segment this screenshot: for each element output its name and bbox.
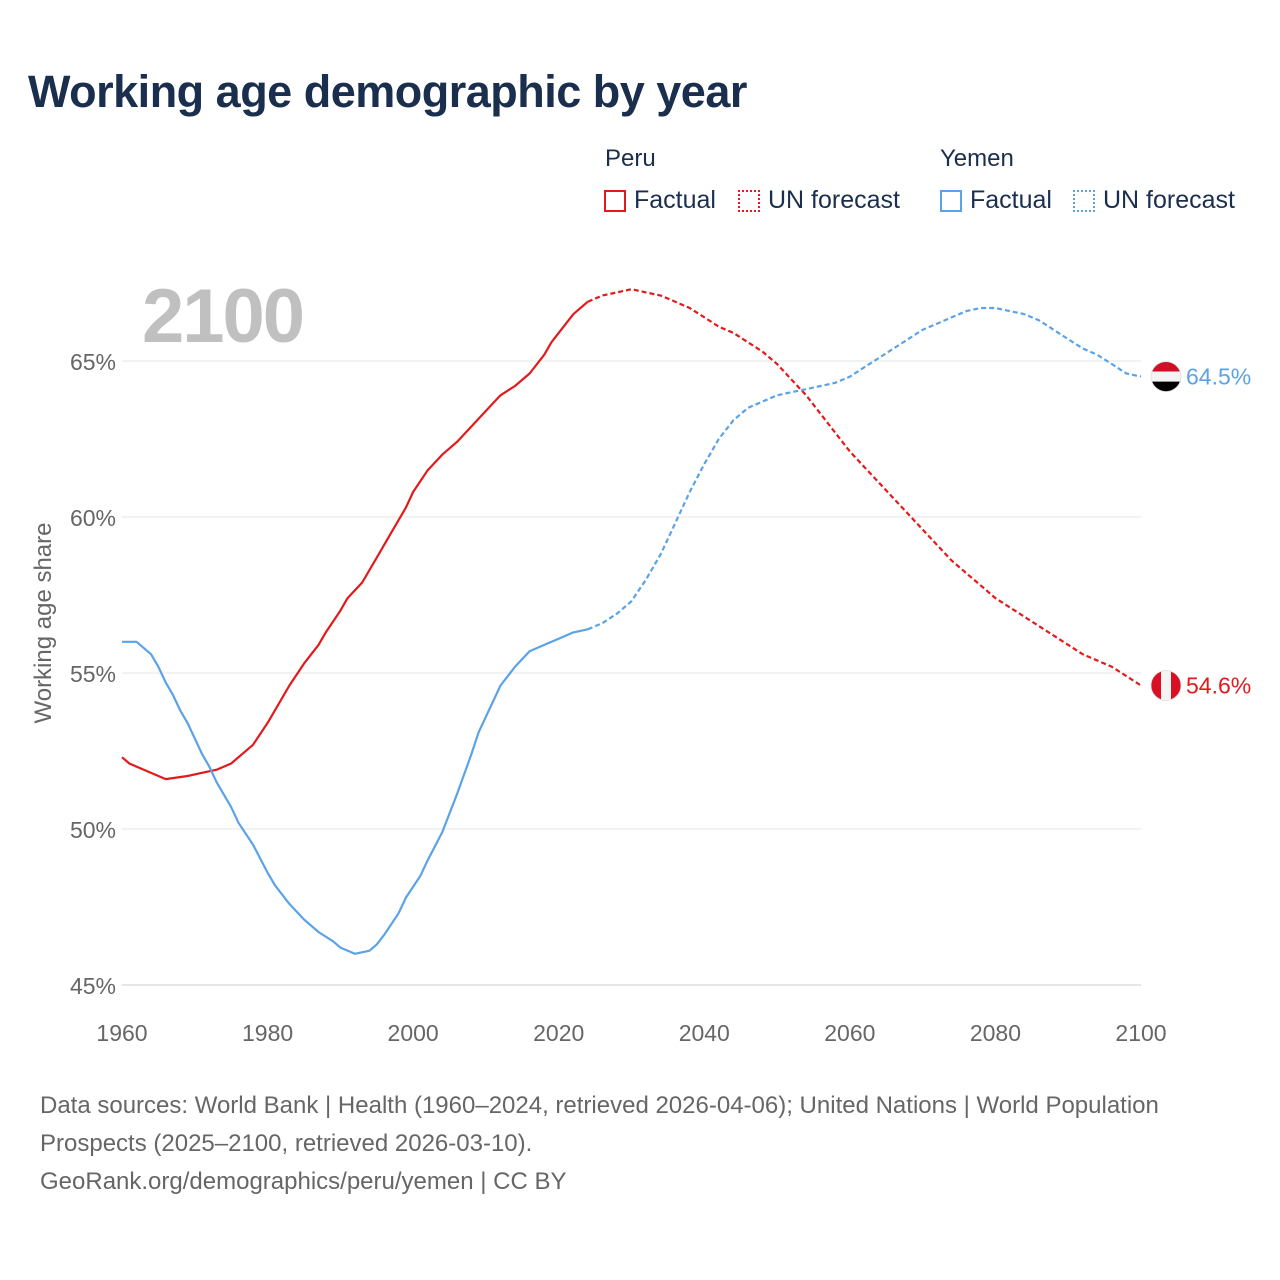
legend-peru-forecast[interactable]: UN forecast bbox=[738, 186, 900, 215]
y-tick-label: 55% bbox=[70, 661, 116, 687]
y-tick-label: 65% bbox=[70, 349, 116, 375]
data-sources: Data sources: World Bank | Health (1960–… bbox=[40, 1092, 1159, 1157]
year-overlay: 2100 bbox=[142, 274, 303, 359]
peru-end-label: 54.6% bbox=[1186, 672, 1251, 698]
legend-peru-factual[interactable]: Factual bbox=[604, 186, 716, 215]
legend-label-yemen-forecast: UN forecast bbox=[1103, 186, 1235, 214]
yemen-flag-icon bbox=[1150, 361, 1182, 393]
legend-label-peru-forecast: UN forecast bbox=[768, 186, 900, 214]
series-lines bbox=[121, 288, 1142, 955]
legend-swatch-yemen-forecast bbox=[1073, 189, 1095, 212]
legend-swatch-peru-factual bbox=[604, 189, 626, 212]
x-tick-label: 1960 bbox=[96, 1020, 147, 1046]
source-link[interactable]: GeoRank.org/demographics/peru/yemen | CC… bbox=[40, 1168, 567, 1195]
legend-title-yemen: Yemen bbox=[940, 145, 1014, 172]
y-axis: 45% 50% 55% 60% 65% bbox=[70, 349, 116, 999]
peru-forecast-line[interactable] bbox=[587, 288, 1142, 687]
line-chart: 2100 45% 50% 55% 60% 65% 1960 1980 2000 2020 204… bbox=[30, 274, 1251, 1046]
y-tick-label: 45% bbox=[70, 973, 116, 999]
x-tick-label: 2080 bbox=[970, 1020, 1021, 1046]
x-tick-label: 2100 bbox=[1115, 1020, 1166, 1046]
x-tick-label: 2020 bbox=[533, 1020, 584, 1046]
x-tick-label: 2040 bbox=[679, 1020, 730, 1046]
y-axis-label: Working age share bbox=[30, 523, 57, 724]
y-tick-label: 60% bbox=[70, 505, 116, 531]
yemen-end-label: 64.5% bbox=[1186, 364, 1251, 390]
yemen-forecast-line[interactable] bbox=[587, 306, 1142, 631]
legend-label-yemen-factual: Factual bbox=[970, 186, 1052, 214]
chart-title: Working age demographic by year bbox=[28, 66, 747, 117]
legend-swatch-peru-forecast bbox=[738, 189, 760, 212]
legend-label-peru-factual: Factual bbox=[634, 186, 716, 214]
footer: Data sources: World Bank | Health (1960–… bbox=[40, 1087, 1240, 1201]
y-tick-label: 50% bbox=[70, 817, 116, 843]
x-tick-label: 2000 bbox=[388, 1020, 439, 1046]
legend-yemen-factual[interactable]: Factual bbox=[940, 186, 1052, 215]
grid-lines bbox=[122, 360, 1141, 986]
x-tick-label: 1980 bbox=[242, 1020, 293, 1046]
legend-swatch-yemen-factual bbox=[940, 189, 962, 212]
x-tick-label: 2060 bbox=[824, 1020, 875, 1046]
x-axis: 1960 1980 2000 2020 2040 2060 2080 2100 bbox=[96, 1020, 1166, 1046]
yemen-factual-line[interactable] bbox=[122, 628, 589, 955]
peru-factual-line[interactable] bbox=[121, 300, 589, 781]
peru-flag-icon bbox=[1150, 670, 1182, 701]
end-markers: 54.6% 64.5% bbox=[1150, 361, 1251, 701]
legend-title-peru: Peru bbox=[605, 145, 656, 172]
legend-yemen-forecast[interactable]: UN forecast bbox=[1073, 186, 1235, 215]
